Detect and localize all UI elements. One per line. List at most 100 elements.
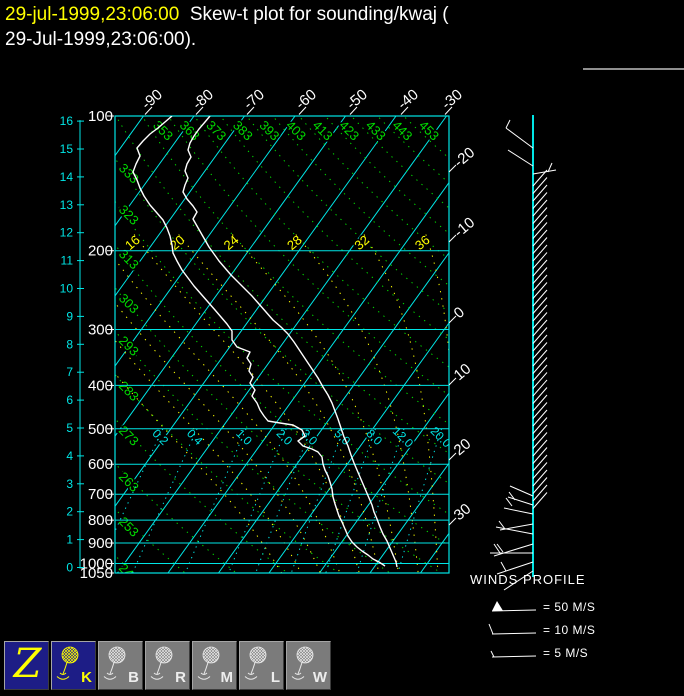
balloon-icon bbox=[150, 646, 173, 680]
svg-text:373: 373 bbox=[203, 118, 229, 144]
svg-text:8.0: 8.0 bbox=[363, 426, 385, 448]
title-timestamp: 29-jul-1999,23:06:00 bbox=[5, 4, 180, 25]
station-button-label: B bbox=[128, 669, 139, 686]
svg-text:283: 283 bbox=[116, 378, 142, 404]
svg-text:323: 323 bbox=[116, 202, 142, 228]
svg-text:1050: 1050 bbox=[80, 565, 113, 582]
svg-text:0.4: 0.4 bbox=[184, 426, 206, 448]
svg-text:6: 6 bbox=[66, 393, 73, 407]
station-button-label: K bbox=[81, 669, 92, 686]
station-button-z[interactable]: Z bbox=[4, 641, 49, 690]
legend-label: = 50 M/S bbox=[543, 599, 596, 614]
svg-text:300: 300 bbox=[88, 322, 113, 339]
svg-text:800: 800 bbox=[88, 512, 113, 529]
svg-text:0.2: 0.2 bbox=[150, 426, 172, 448]
station-button-w[interactable]: W bbox=[286, 641, 331, 690]
svg-text:293: 293 bbox=[116, 333, 142, 359]
svg-text:423: 423 bbox=[336, 118, 362, 144]
svg-text:253: 253 bbox=[116, 514, 142, 540]
svg-text:-20: -20 bbox=[451, 144, 479, 171]
svg-text:-30: -30 bbox=[438, 86, 466, 113]
svg-text:8: 8 bbox=[66, 337, 73, 351]
svg-text:16: 16 bbox=[60, 114, 74, 128]
svg-text:11: 11 bbox=[61, 254, 74, 268]
legend-item-10ms: = 10 M/S bbox=[468, 618, 682, 641]
balloon-icon bbox=[103, 646, 126, 680]
balloon-icon bbox=[244, 646, 267, 680]
station-button-m[interactable]: M bbox=[192, 641, 237, 690]
svg-text:700: 700 bbox=[88, 486, 113, 503]
station-button-b[interactable]: B bbox=[98, 641, 143, 690]
temperature-trace bbox=[182, 116, 398, 568]
svg-text:900: 900 bbox=[88, 535, 113, 552]
svg-text:383: 383 bbox=[230, 118, 256, 144]
title-text-line2: 29-Jul-1999,23:06:00). bbox=[5, 29, 197, 50]
svg-text:-40: -40 bbox=[394, 86, 422, 113]
svg-text:7: 7 bbox=[66, 365, 73, 379]
station-button-k[interactable]: K bbox=[51, 641, 96, 690]
svg-text:453: 453 bbox=[416, 118, 442, 144]
svg-text:-90: -90 bbox=[138, 86, 166, 113]
title-text: Skew-t plot for sounding/kwaj ( bbox=[179, 4, 449, 25]
svg-text:28: 28 bbox=[284, 232, 305, 253]
svg-text:-50: -50 bbox=[343, 86, 371, 113]
legend-label: = 5 M/S bbox=[543, 645, 589, 660]
station-button-l[interactable]: L bbox=[239, 641, 284, 690]
station-button-label: W bbox=[312, 669, 327, 686]
svg-text:12: 12 bbox=[60, 226, 74, 240]
svg-text:1: 1 bbox=[66, 533, 73, 547]
svg-text:32: 32 bbox=[351, 232, 372, 253]
svg-text:13: 13 bbox=[60, 198, 74, 212]
svg-text:2: 2 bbox=[66, 505, 73, 519]
svg-text:10: 10 bbox=[60, 282, 74, 296]
svg-text:3: 3 bbox=[66, 477, 73, 491]
svg-text:4: 4 bbox=[66, 449, 73, 463]
svg-text:0: 0 bbox=[66, 561, 73, 575]
svg-text:36: 36 bbox=[412, 232, 433, 253]
svg-text:9: 9 bbox=[66, 309, 73, 323]
wind-profile bbox=[490, 115, 557, 591]
zoom-z-glyph: Z bbox=[13, 641, 42, 687]
winds-legend: WINDS PROFILE = 50 M/S = 10 M/S = 5 M/S bbox=[468, 572, 682, 664]
svg-text:413: 413 bbox=[310, 118, 336, 144]
station-button-r[interactable]: R bbox=[145, 641, 190, 690]
svg-text:443: 443 bbox=[390, 118, 416, 144]
station-button-label: L bbox=[270, 669, 280, 686]
svg-text:433: 433 bbox=[363, 118, 389, 144]
station-button-label: M bbox=[220, 669, 234, 686]
svg-text:273: 273 bbox=[116, 423, 142, 449]
sounding-traces bbox=[132, 116, 398, 568]
legend-label: = 10 M/S bbox=[543, 622, 596, 637]
svg-text:5: 5 bbox=[66, 421, 73, 435]
svg-text:-60: -60 bbox=[292, 86, 320, 113]
moist-adiabat-lines bbox=[115, 234, 449, 573]
svg-text:600: 600 bbox=[88, 456, 113, 473]
legend-item-50ms: = 50 M/S bbox=[468, 595, 682, 618]
svg-text:100: 100 bbox=[88, 108, 113, 125]
winds-legend-title: WINDS PROFILE bbox=[470, 572, 586, 587]
svg-text:200: 200 bbox=[88, 243, 113, 260]
svg-text:1.0: 1.0 bbox=[233, 426, 255, 448]
isotherm-lines bbox=[115, 116, 449, 573]
svg-text:363: 363 bbox=[177, 118, 203, 144]
dry-adiabat-lines bbox=[115, 116, 449, 573]
dewpoint-trace bbox=[132, 116, 386, 567]
balloon-icon bbox=[197, 646, 220, 680]
svg-text:2.0: 2.0 bbox=[274, 426, 296, 448]
svg-text:-10: -10 bbox=[451, 214, 479, 241]
station-button-label: R bbox=[175, 669, 186, 686]
wind-barb-full-icon bbox=[488, 623, 537, 635]
svg-text:1000: 1000 bbox=[80, 556, 113, 573]
mixing-ratio-lines bbox=[115, 428, 443, 573]
wind-barb-flag-icon bbox=[491, 601, 537, 612]
window-resize-line bbox=[583, 68, 684, 70]
svg-text:15: 15 bbox=[60, 142, 74, 156]
svg-text:14: 14 bbox=[60, 170, 74, 184]
svg-text:403: 403 bbox=[283, 118, 309, 144]
